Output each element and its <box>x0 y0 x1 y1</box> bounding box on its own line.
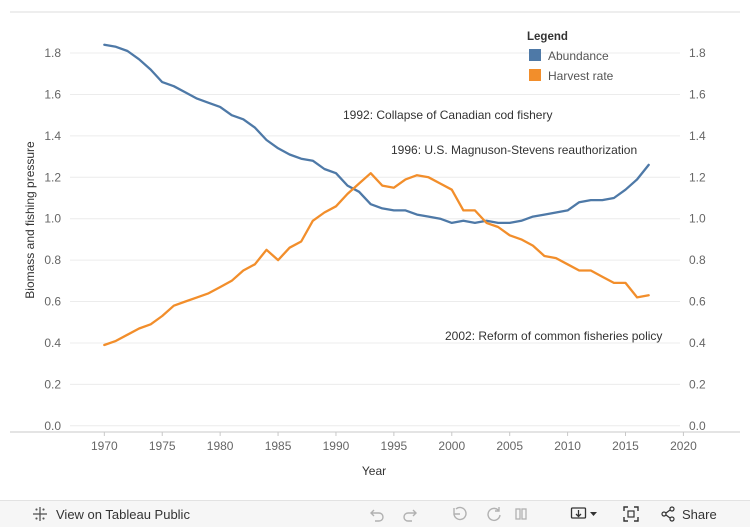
y-tick-left-1.4: 1.4 <box>44 129 61 143</box>
y-tick-right-1.8: 1.8 <box>689 46 706 60</box>
y-tick-left-1.6: 1.6 <box>44 87 61 101</box>
y-axis-left: 0.0 0.2 0.4 0.6 0.8 1.0 1.2 1.4 1.6 1.8 <box>44 46 61 433</box>
revert-icon <box>453 506 467 521</box>
legend-label-harvest-rate[interactable]: Harvest rate <box>548 69 614 83</box>
x-tick-1995: 1995 <box>381 439 408 453</box>
y-tick-right-1.2: 1.2 <box>689 170 706 184</box>
legend[interactable]: Legend Abundance Harvest rate <box>527 31 614 83</box>
view-on-tableau-public-label[interactable]: View on Tableau Public <box>56 506 190 522</box>
legend-swatch-harvest-rate[interactable] <box>529 69 541 81</box>
undo-button[interactable] <box>369 506 385 522</box>
view-on-tableau-public-link[interactable]: View on Tableau Public <box>32 506 190 522</box>
x-tick-1970: 1970 <box>91 439 118 453</box>
undo-icon <box>370 509 384 522</box>
tableau-toolbar: View on Tableau Public <box>0 500 750 527</box>
refresh-button[interactable] <box>486 506 502 522</box>
series-line-abundance[interactable] <box>103 43 650 225</box>
redo-button[interactable] <box>402 506 418 522</box>
pause-button[interactable] <box>513 506 529 522</box>
x-tick-2015: 2015 <box>612 439 639 453</box>
y-tick-left-0.2: 0.2 <box>44 377 61 391</box>
legend-title: Legend <box>527 31 568 43</box>
fullscreen-icon <box>623 506 639 522</box>
annotation-1992: 1992: Collapse of Canadian cod fishery <box>343 108 552 122</box>
y-tick-right-1.0: 1.0 <box>689 212 706 226</box>
y-axis-right: 0.0 0.2 0.4 0.6 0.8 1.0 1.2 1.4 1.6 1.8 <box>689 46 706 433</box>
share-label[interactable]: Share <box>682 506 717 522</box>
x-axis-title: Year <box>362 464 386 478</box>
x-tick-2005: 2005 <box>496 439 523 453</box>
y-tick-left-0.6: 0.6 <box>44 295 61 309</box>
x-tick-2010: 2010 <box>554 439 581 453</box>
y-tick-left-1.0: 1.0 <box>44 212 61 226</box>
y-axis-title: Biomass and fishing pressure <box>23 141 37 299</box>
y-tick-left-0.0: 0.0 <box>44 419 61 433</box>
chart-area: 0.0 0.2 0.4 0.6 0.8 1.0 1.2 1.4 1.6 1.8 0.0 0.2 0.4… <box>10 11 740 478</box>
redo-icon <box>403 509 417 522</box>
revert-button[interactable] <box>452 506 468 522</box>
y-tick-right-1.4: 1.4 <box>689 129 706 143</box>
annotation-2002: 2002: Reform of common fisheries policy <box>445 329 662 343</box>
y-tick-right-0.4: 0.4 <box>689 336 706 350</box>
y-tick-right-0.8: 0.8 <box>689 253 706 267</box>
series-layer <box>103 43 650 347</box>
download-icon <box>570 507 597 519</box>
x-axis: 1970 1975 1980 1985 1990 1995 2000 2005 2010 2015… <box>91 432 697 453</box>
y-tick-left-1.8: 1.8 <box>44 46 61 60</box>
gridlines <box>70 52 680 427</box>
y-tick-left-0.8: 0.8 <box>44 253 61 267</box>
legend-swatch-abundance[interactable] <box>529 49 541 61</box>
x-tick-2020: 2020 <box>670 439 697 453</box>
x-tick-2000: 2000 <box>438 439 465 453</box>
x-tick-1980: 1980 <box>207 439 234 453</box>
fullscreen-button[interactable] <box>623 506 639 522</box>
y-tick-right-1.6: 1.6 <box>689 87 706 101</box>
y-tick-right-0.6: 0.6 <box>689 295 706 309</box>
share-button[interactable]: Share <box>660 506 717 522</box>
pause-icon <box>515 508 527 520</box>
y-tick-left-1.2: 1.2 <box>44 170 61 184</box>
y-tick-right-0.2: 0.2 <box>689 377 706 391</box>
x-tick-1975: 1975 <box>149 439 176 453</box>
legend-label-abundance[interactable]: Abundance <box>548 49 609 63</box>
x-tick-1985: 1985 <box>265 439 292 453</box>
share-icon <box>661 506 675 522</box>
x-tick-1990: 1990 <box>323 439 350 453</box>
download-button[interactable] <box>570 506 598 522</box>
line-chart: 0.0 0.2 0.4 0.6 0.8 1.0 1.2 1.4 1.6 1.8 0.0 0.2 0.4… <box>10 11 740 478</box>
tableau-logo-icon <box>33 507 47 521</box>
y-tick-right-0.0: 0.0 <box>689 419 706 433</box>
series-line-harvest-rate[interactable] <box>103 172 650 347</box>
refresh-icon <box>487 507 501 521</box>
annotation-1996: 1996: U.S. Magnuson-Stevens reauthorizat… <box>391 143 637 157</box>
y-tick-left-0.4: 0.4 <box>44 336 61 350</box>
